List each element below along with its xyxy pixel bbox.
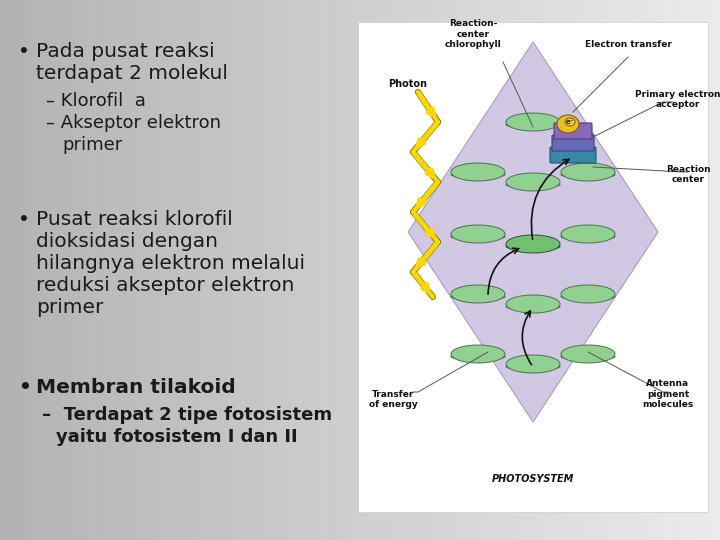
Text: Pusat reaksi klorofil: Pusat reaksi klorofil (36, 210, 233, 229)
Ellipse shape (506, 173, 560, 191)
Ellipse shape (561, 163, 615, 181)
Text: –  Terdapat 2 tipe fotosistem: – Terdapat 2 tipe fotosistem (42, 406, 332, 424)
Text: Antenna
pigment
molecules: Antenna pigment molecules (642, 379, 693, 409)
Text: e⁻: e⁻ (566, 119, 575, 125)
Polygon shape (408, 42, 658, 422)
Text: Membran tilakoid: Membran tilakoid (36, 378, 235, 397)
Ellipse shape (506, 243, 560, 250)
Ellipse shape (557, 115, 579, 133)
Text: reduksi akseptor elektron: reduksi akseptor elektron (36, 276, 294, 295)
Ellipse shape (451, 233, 505, 240)
Text: primer: primer (62, 136, 122, 154)
Ellipse shape (451, 345, 505, 363)
Ellipse shape (561, 293, 615, 300)
Ellipse shape (565, 118, 575, 126)
Text: dioksidasi dengan: dioksidasi dengan (36, 232, 218, 251)
Ellipse shape (561, 171, 615, 178)
Ellipse shape (506, 113, 560, 131)
Ellipse shape (451, 293, 505, 300)
Text: Reaction
center: Reaction center (666, 165, 711, 184)
Text: Reaction-
center
chlorophyll: Reaction- center chlorophyll (445, 19, 501, 49)
Ellipse shape (506, 355, 560, 373)
Text: terdapat 2 molekul: terdapat 2 molekul (36, 64, 228, 83)
Text: Electron transfer: Electron transfer (585, 40, 672, 49)
Ellipse shape (506, 303, 560, 310)
Text: Pada pusat reaksi: Pada pusat reaksi (36, 42, 215, 61)
Ellipse shape (561, 233, 615, 240)
Ellipse shape (451, 225, 505, 243)
Text: Transfer
of energy: Transfer of energy (369, 389, 418, 409)
Ellipse shape (561, 345, 615, 363)
Text: •: • (18, 378, 31, 397)
Text: hilangnya elektron melalui: hilangnya elektron melalui (36, 254, 305, 273)
Ellipse shape (506, 363, 560, 370)
Text: •: • (18, 42, 30, 61)
Ellipse shape (561, 225, 615, 243)
Text: – Klorofil  a: – Klorofil a (46, 92, 146, 110)
Ellipse shape (506, 235, 560, 253)
Ellipse shape (561, 285, 615, 303)
FancyBboxPatch shape (552, 135, 594, 151)
FancyBboxPatch shape (550, 147, 596, 163)
Text: Photon: Photon (388, 79, 427, 89)
FancyBboxPatch shape (554, 123, 592, 139)
Text: Primary electron
acceptor: Primary electron acceptor (635, 90, 720, 109)
Text: PHOTOSYSTEM: PHOTOSYSTEM (492, 474, 574, 484)
Ellipse shape (451, 285, 505, 303)
Ellipse shape (451, 353, 505, 360)
Ellipse shape (506, 181, 560, 188)
Text: – Akseptor elektron: – Akseptor elektron (46, 114, 221, 132)
Ellipse shape (451, 163, 505, 181)
Text: •: • (18, 210, 30, 229)
Bar (358, 22, 708, 512)
Ellipse shape (506, 121, 560, 128)
Ellipse shape (506, 295, 560, 313)
Ellipse shape (451, 171, 505, 178)
Text: yaitu fotosistem I dan II: yaitu fotosistem I dan II (56, 428, 297, 446)
Ellipse shape (561, 353, 615, 360)
Text: primer: primer (36, 298, 104, 317)
